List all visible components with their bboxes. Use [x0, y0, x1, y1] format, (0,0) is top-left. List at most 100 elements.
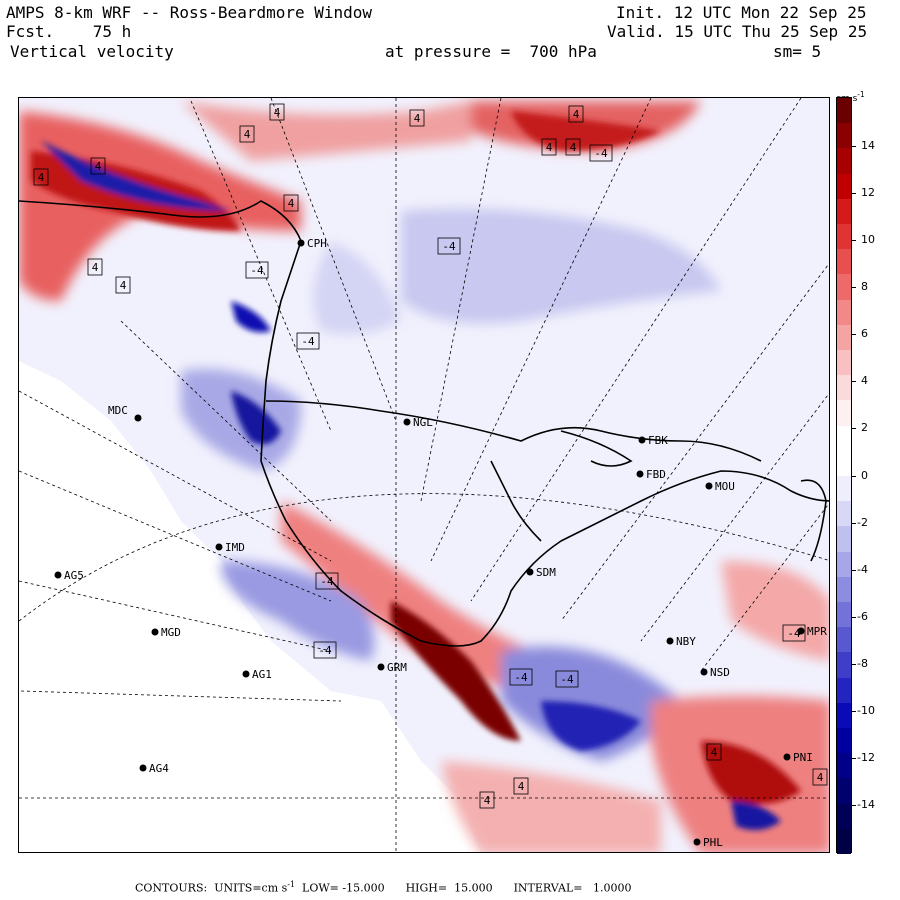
- station-phl: PHL: [693, 836, 723, 849]
- colorbar-segment: [837, 249, 851, 275]
- colorbar-tick: [852, 616, 856, 618]
- station-mdc: MDC: [108, 404, 142, 422]
- contour-label: 4: [87, 258, 103, 276]
- colorbar-segment: [837, 778, 851, 805]
- colorbar-tick: [852, 240, 856, 242]
- contour-label-layer: 4 4 4 4 4 4 4 4 4 4 4 -4 -4 -4 -4 -4 -4 -4 -4 -4 4 4 4 4: [33, 103, 828, 809]
- colorbar-label: -14: [857, 798, 875, 811]
- colorbar-segment: [837, 299, 851, 326]
- contour-label: 4: [239, 125, 255, 143]
- station-label: MDC: [108, 404, 128, 417]
- colorbar-segment: [837, 526, 851, 553]
- svg-text:4: 4: [817, 771, 824, 784]
- station-mgd: MGD: [151, 626, 181, 639]
- colorbar-label: 2: [861, 421, 868, 435]
- station-label: NGL: [413, 416, 433, 429]
- blue-core-west: [231, 391, 281, 445]
- contour-label: 4: [33, 168, 49, 186]
- colorbar-label: -6: [857, 609, 868, 623]
- station-marker: [700, 668, 708, 676]
- svg-text:-4: -4: [560, 673, 574, 686]
- header-line2-left: Fcst. 75 h: [6, 22, 132, 41]
- colorbar-segment: [837, 551, 851, 578]
- station-sdm: SDM: [526, 566, 556, 579]
- blue-streak-nw: [41, 141, 231, 211]
- station-marker: [151, 628, 159, 636]
- svg-text:4: 4: [518, 780, 525, 793]
- station-label: AG4: [149, 762, 169, 775]
- contour-label: 4: [409, 109, 425, 127]
- colorbar-segment: [837, 274, 851, 301]
- svg-text:-4: -4: [514, 671, 528, 684]
- station-marker: [54, 571, 62, 579]
- contour-label: 4: [283, 194, 299, 212]
- vertical-velocity-map: CPH MDC NGL FBK FBD MOU IMD AG5 SDM MGD NBY AG1 GRM N…: [18, 97, 830, 853]
- station-pni: PNI: [783, 751, 813, 764]
- colorbar-tick: [852, 757, 856, 759]
- contour-label: -4: [589, 144, 613, 162]
- red-core-ne: [511, 111, 661, 151]
- colorbar-label: 8: [861, 280, 868, 294]
- colorbar-segment: [837, 173, 851, 200]
- colorbar-tick: [852, 381, 856, 383]
- svg-text:4: 4: [274, 106, 281, 119]
- colorbar-segment: [837, 148, 851, 175]
- colorbar-label: 6: [861, 327, 868, 341]
- colorbar-segment: [837, 652, 851, 679]
- colorbar-tick: [852, 569, 856, 571]
- station-label: FBK: [648, 434, 668, 447]
- station-label: PNI: [793, 751, 813, 764]
- station-nsd: NSD: [700, 666, 730, 679]
- station-marker: [783, 753, 791, 761]
- colorbar-segment: [837, 728, 851, 754]
- red-band-tam: [281, 501, 561, 701]
- blue-band-mid: [401, 208, 721, 324]
- station-label: MGD: [161, 626, 181, 639]
- svg-text:-4: -4: [442, 240, 456, 253]
- colorbar-tick: [852, 805, 856, 806]
- colorbar-label: 4: [861, 374, 868, 388]
- colorbar-label: -4: [857, 562, 868, 576]
- station-label: AG1: [252, 668, 272, 681]
- colorbar-segment: [837, 400, 851, 427]
- red-patch-east: [721, 561, 829, 661]
- svg-text:4: 4: [711, 746, 718, 759]
- svg-text:4: 4: [38, 171, 45, 184]
- colorbar-label: 0: [861, 468, 868, 482]
- header-line3-left: Vertical velocity: [10, 42, 174, 61]
- station-imd: IMD: [215, 541, 245, 554]
- contour-label: -4: [437, 237, 461, 255]
- red-band-north: [181, 101, 471, 161]
- blue-band-tam: [221, 561, 375, 661]
- red-band-south: [441, 761, 661, 852]
- svg-text:4: 4: [92, 261, 99, 274]
- station-marker: [134, 414, 142, 422]
- contour-label: 4: [115, 276, 131, 294]
- contour-label: -4: [782, 624, 806, 642]
- colorbar-segment: [837, 476, 851, 502]
- colorbar-tick: [852, 287, 856, 289]
- coastline: [19, 200, 829, 647]
- colorbar-segment: [837, 677, 851, 704]
- colorbar-label: -8: [857, 656, 868, 670]
- station-mpr: MPR: [797, 625, 827, 638]
- colorbar-tick: [852, 146, 856, 147]
- svg-text:-4: -4: [250, 264, 264, 277]
- colorbar-segment: [837, 350, 851, 376]
- colorbar-label: 10: [861, 233, 875, 247]
- blue-band-se: [501, 646, 681, 761]
- colorbar-tick: [852, 663, 856, 665]
- contour-label: -4: [245, 261, 269, 279]
- blue-patch-shelf: [313, 241, 401, 335]
- svg-text:4: 4: [244, 128, 251, 141]
- header-smoothing: sm= 5: [773, 42, 822, 61]
- colorbar-segment: [837, 627, 851, 653]
- contour-label: -4: [555, 670, 579, 688]
- colorbar-label: 12: [861, 186, 875, 200]
- station-layer: CPH MDC NGL FBK FBD MOU IMD AG5 SDM MGD NBY AG1 GRM N…: [54, 237, 827, 849]
- colorbar-segment: [837, 450, 851, 477]
- station-label: NSD: [710, 666, 730, 679]
- svg-text:4: 4: [484, 794, 491, 807]
- station-label: MOU: [715, 480, 735, 493]
- header-line1-left: AMPS 8-km WRF -- Ross-Beardmore Window: [6, 3, 373, 22]
